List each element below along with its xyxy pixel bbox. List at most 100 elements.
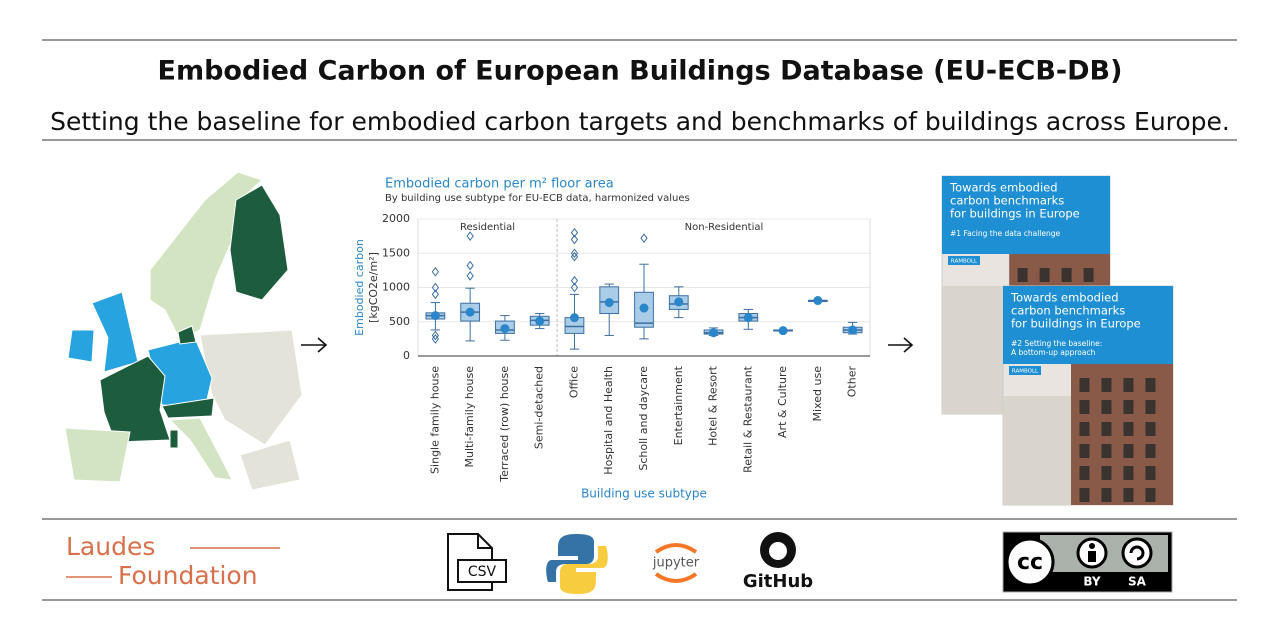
mean	[465, 307, 475, 317]
outlier	[570, 282, 579, 293]
x-tick-label: Semi-detached	[533, 366, 546, 449]
mean	[709, 328, 719, 338]
cover-window	[1123, 400, 1134, 414]
cover-window	[1123, 466, 1134, 480]
csv-icon: CSV	[447, 533, 507, 591]
outlier	[466, 260, 474, 271]
cover-window	[1145, 488, 1156, 502]
outlier	[570, 275, 579, 286]
brand-box	[948, 256, 980, 265]
csv-label: CSV	[468, 564, 497, 580]
chart-subtitle: By building use subtype for EU-ECB data,…	[385, 193, 690, 204]
mean	[674, 297, 684, 307]
x-tick-label: Office	[567, 366, 580, 398]
funder-logo: Laudes	[66, 532, 155, 561]
python-logo	[546, 534, 608, 594]
cover-window	[1079, 400, 1090, 414]
cover-window	[1101, 400, 1112, 414]
cover-window	[1123, 444, 1134, 458]
cover-building	[942, 286, 1010, 414]
cover-window	[1123, 422, 1134, 436]
cover-window	[1079, 466, 1090, 480]
outlier	[570, 227, 579, 238]
cover-window	[1101, 466, 1112, 480]
cover-window	[1101, 444, 1112, 458]
cover-window	[1079, 422, 1090, 436]
github-logo: GitHub	[743, 532, 813, 592]
cover-building	[1003, 396, 1071, 505]
y-axis-label: Embodied carbon	[353, 239, 366, 336]
mean	[639, 303, 649, 313]
x-axis-label: Building use subtype	[581, 487, 707, 501]
outlier	[466, 271, 474, 281]
mean	[535, 316, 545, 326]
mean	[848, 325, 858, 335]
license-badge: cc BY SA	[1002, 531, 1173, 593]
mean	[813, 296, 823, 306]
x-tick-label: Scholl and daycare	[637, 366, 650, 471]
cover-window	[1079, 378, 1090, 392]
section-label: Non-Residential	[685, 222, 764, 233]
cover-window	[1101, 422, 1112, 436]
arrow	[301, 337, 914, 353]
x-tick-label: Mixed use	[811, 366, 824, 422]
cover-header	[1003, 286, 1173, 364]
cover-window	[1145, 422, 1156, 436]
x-tick-label: Art & Culture	[776, 366, 789, 438]
report-title: Towards embodied	[1010, 291, 1119, 305]
x-tick-label: Terraced (row) house	[498, 366, 511, 483]
cc-label: cc	[1017, 550, 1043, 575]
funder-logo: Foundation	[118, 561, 258, 590]
outlier	[640, 233, 648, 244]
outlier	[431, 289, 440, 300]
brand-box	[1009, 366, 1041, 375]
cover-window	[1079, 488, 1090, 502]
cover-window	[1145, 466, 1156, 480]
y-tick-label: 500	[389, 315, 410, 328]
x-tick-label: Single family house	[428, 366, 441, 474]
x-tick-label: Multi-family house	[463, 366, 476, 468]
outlier	[570, 248, 579, 259]
outlier	[570, 234, 579, 245]
cover-window	[1101, 488, 1112, 502]
chart-title: Embodied carbon per m² floor area	[385, 177, 614, 192]
cover-window	[1083, 268, 1094, 282]
outlier	[431, 330, 440, 341]
mean	[569, 313, 579, 323]
report-brand: RAMBOLL	[1012, 369, 1039, 375]
report-title: for buildings in Europe	[1011, 317, 1141, 331]
mean	[604, 298, 614, 308]
cover-window	[1017, 268, 1028, 282]
y-axis-label: [kgCO2e/m²]	[367, 252, 380, 323]
section-label: Residential	[460, 222, 515, 233]
cover-window	[1061, 268, 1072, 282]
cover-window	[1123, 488, 1134, 502]
cover-window	[1145, 378, 1156, 392]
cover-window	[1039, 268, 1050, 282]
report-subtitle: #1 Facing the data challenge	[950, 229, 1061, 238]
y-tick-label: 1000	[382, 281, 410, 294]
x-tick-label: Retail & Restaurant	[741, 365, 754, 473]
cover-window	[1123, 378, 1134, 392]
outlier	[431, 282, 440, 293]
y-tick-label: 2000	[382, 212, 410, 225]
report-title: carbon benchmarks	[1011, 304, 1125, 318]
subtitle: Setting the baseline for embodied carbon…	[50, 107, 1230, 136]
by-label: BY	[1083, 575, 1100, 589]
mean	[430, 311, 440, 321]
report-title: carbon benchmarks	[950, 194, 1064, 208]
report-brand: RAMBOLL	[951, 259, 978, 265]
report-title: Towards embodied	[949, 181, 1058, 195]
report-subtitle: #2 Setting the baseline:	[1011, 339, 1102, 348]
x-tick-label: Entertainment	[672, 365, 685, 445]
jupyter-label: jupyter	[652, 556, 700, 571]
cover-window	[1079, 444, 1090, 458]
outlier	[466, 231, 474, 241]
cover-window	[1145, 400, 1156, 414]
cover-window	[1145, 444, 1156, 458]
github-label: GitHub	[743, 571, 813, 592]
title: Embodied Carbon of European Buildings Da…	[158, 56, 1123, 87]
